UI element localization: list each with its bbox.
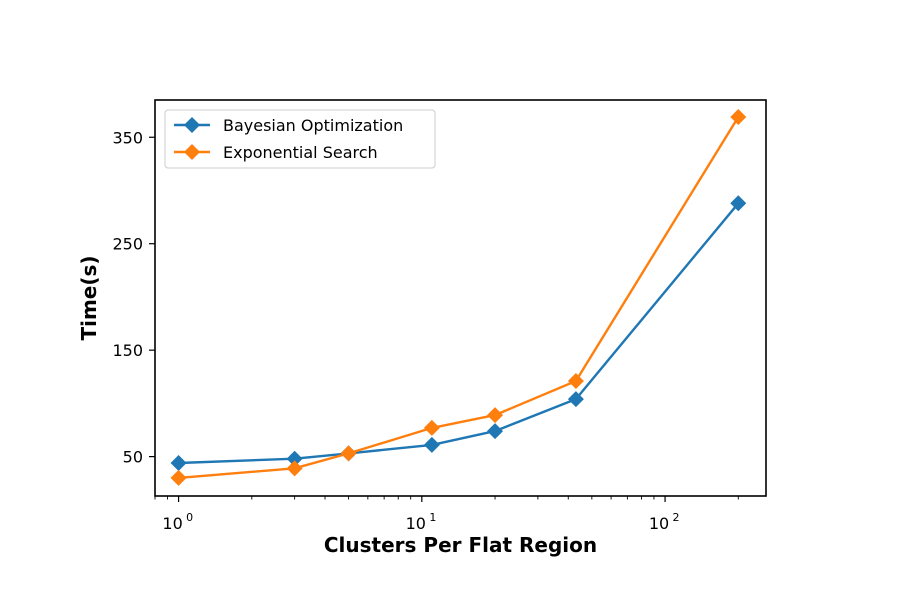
y-tick-label: 150 [112, 341, 143, 360]
legend: Bayesian Optimization Exponential Search [164, 109, 436, 169]
x-tick-label: 10 [406, 514, 426, 533]
legend-box [164, 109, 436, 169]
data-point [170, 455, 187, 471]
plot-frame [154, 99, 767, 497]
x-tick-label: 10 [649, 514, 669, 533]
legend-item: Exponential Search [174, 143, 378, 162]
x-tick-label: 10 [162, 514, 182, 533]
x-tick-exponent: 2 [673, 511, 680, 524]
series-bayesian-optimization [170, 195, 747, 471]
data-point [730, 109, 747, 126]
legend-label: Exponential Search [223, 143, 378, 162]
data-point [170, 469, 187, 486]
data-point [423, 419, 440, 436]
series-line [178, 202, 740, 465]
series-line [178, 116, 740, 480]
y-tick-label: 250 [112, 235, 143, 254]
y-axis-title: Time(s) [77, 255, 101, 340]
legend-label: Bayesian Optimization [223, 116, 403, 135]
data-point [567, 373, 584, 390]
x-axis-title: Clusters Per Flat Region [324, 533, 597, 557]
data-point [423, 436, 440, 453]
x-tick-exponent: 1 [429, 511, 436, 524]
data-point [730, 195, 747, 212]
legend-item: Bayesian Optimization [174, 116, 403, 135]
series-layer [170, 109, 747, 486]
y-tick-label: 350 [112, 128, 143, 147]
legend-marker [184, 144, 200, 160]
x-tick-exponent: 0 [186, 511, 193, 524]
data-point [286, 450, 303, 467]
data-point [340, 445, 357, 462]
series-exponential-search [170, 109, 747, 486]
data-point [487, 423, 504, 440]
data-point [286, 460, 303, 477]
legend-marker [184, 117, 200, 133]
data-point [567, 391, 584, 408]
y-tick-label: 50 [123, 448, 143, 467]
data-point [487, 407, 504, 424]
